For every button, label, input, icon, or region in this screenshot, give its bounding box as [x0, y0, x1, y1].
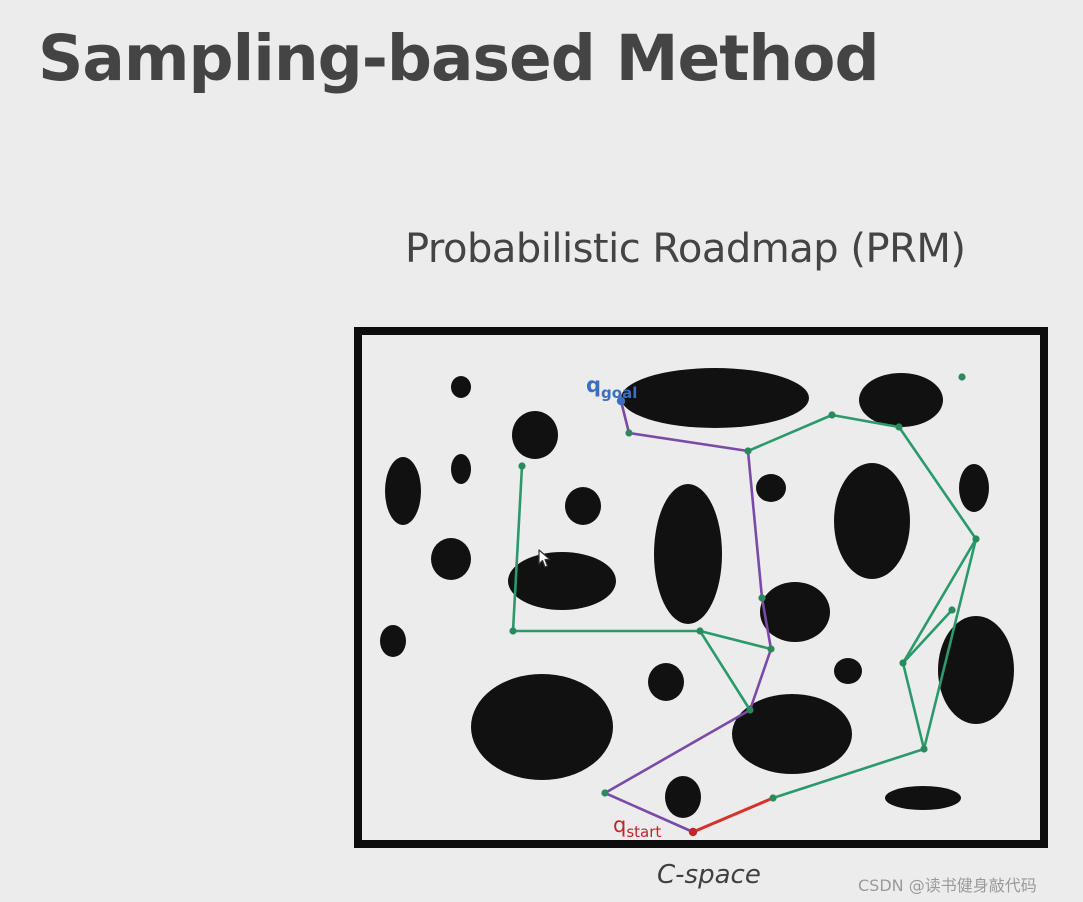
obstacle — [431, 538, 471, 580]
roadmap-node — [625, 429, 633, 437]
obstacle — [760, 582, 830, 642]
roadmap-edge — [901, 661, 926, 751]
obstacle — [959, 464, 989, 512]
roadmap-edge — [830, 413, 901, 429]
roadmap-node — [920, 745, 928, 753]
roadmap-nodes — [509, 373, 980, 837]
roadmap-edges — [511, 413, 978, 800]
obstacle — [654, 484, 722, 624]
roadmap-node — [958, 373, 966, 381]
roadmap-edge — [511, 464, 524, 633]
obstacles — [380, 368, 1014, 818]
obstacle — [756, 474, 786, 502]
roadmap-edge — [771, 747, 926, 800]
obstacle — [512, 411, 558, 459]
start-label-sub: start — [626, 823, 661, 841]
obstacle — [648, 663, 684, 701]
obstacle — [471, 674, 613, 780]
roadmap-node — [828, 411, 836, 419]
roadmap-node — [895, 423, 903, 431]
roadmap-node — [744, 447, 752, 455]
obstacle — [938, 616, 1014, 724]
obstacle — [621, 368, 809, 428]
start-label-main: q — [613, 813, 626, 837]
roadmap-node — [972, 535, 980, 543]
roadmap-edge — [922, 537, 978, 751]
obstacle — [834, 463, 910, 579]
planned-path — [603, 400, 775, 834]
goal-label-main: q — [586, 373, 601, 397]
obstacle — [885, 786, 961, 810]
obstacle — [451, 454, 471, 484]
obstacle — [380, 625, 406, 657]
start-node — [688, 827, 698, 837]
roadmap-edge — [698, 629, 752, 712]
obstacle — [665, 776, 701, 818]
roadmap-edge — [901, 608, 954, 665]
obstacle — [565, 487, 601, 525]
obstacle — [451, 376, 471, 398]
roadmap-node — [518, 462, 526, 470]
goal-label-sub: goal — [601, 384, 637, 402]
roadmap-node — [767, 645, 775, 653]
roadmap-node — [601, 789, 609, 797]
roadmap-node — [509, 627, 517, 635]
roadmap-node — [948, 606, 956, 614]
c-space-caption: C-space — [657, 860, 761, 890]
roadmap-node — [696, 627, 704, 635]
start-label: qstart — [613, 813, 661, 841]
csdn-watermark: CSDN @读书健身敲代码 — [858, 876, 1037, 895]
obstacle — [732, 694, 852, 774]
slide-subtitle: Probabilistic Roadmap (PRM) — [405, 226, 966, 272]
start-connection-edge — [691, 796, 775, 834]
mouse-pointer-icon — [538, 549, 551, 568]
roadmap-edge — [746, 413, 834, 453]
roadmap-node — [899, 659, 907, 667]
roadmap-edge — [698, 629, 773, 651]
roadmap-node — [758, 594, 766, 602]
goal-node — [616, 396, 626, 406]
roadmap-node — [746, 706, 754, 714]
obstacle — [859, 373, 943, 427]
roadmap-edge — [897, 425, 978, 541]
obstacle — [385, 457, 421, 525]
obstacle — [834, 658, 862, 684]
roadmap-node — [769, 794, 777, 802]
roadmap-edge — [901, 537, 978, 665]
obstacle — [508, 552, 616, 610]
goal-label: qgoal — [586, 373, 637, 402]
slide-title: Sampling-based Method — [38, 22, 880, 95]
path-line — [603, 400, 773, 834]
